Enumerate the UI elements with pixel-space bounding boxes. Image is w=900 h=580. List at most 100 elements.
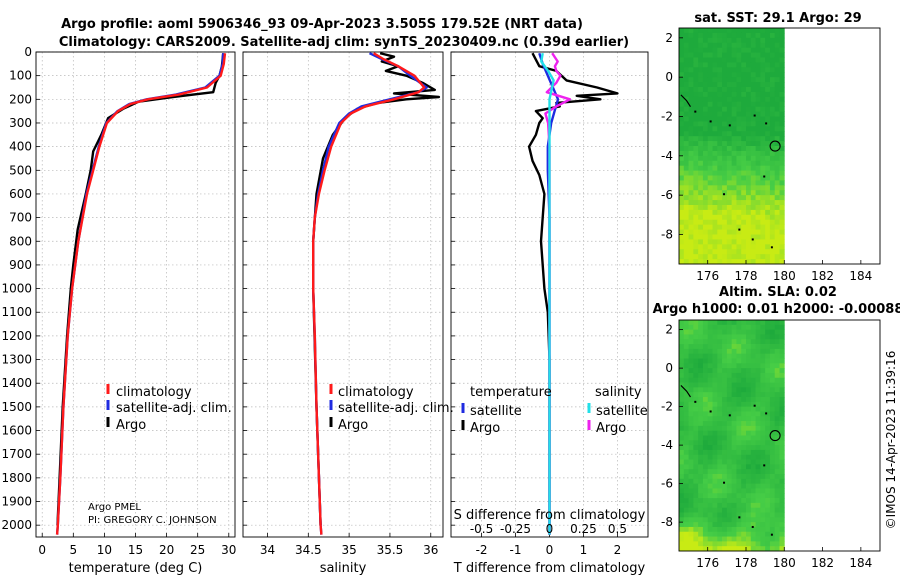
map-cell [688, 82, 694, 88]
map-cell [683, 47, 689, 53]
map-cell [774, 72, 780, 78]
y-tick-label: 1900 [1, 495, 32, 509]
map-cell [750, 411, 756, 417]
y-tick-label: 200 [9, 92, 32, 106]
map-cell [698, 165, 704, 171]
map-cell [736, 348, 742, 355]
map-cell [779, 195, 785, 201]
sub-title: Climatology: CARS2009. Satellite-adj cli… [59, 35, 629, 50]
map-cell [741, 526, 747, 533]
map-cell [741, 488, 747, 494]
map-cell [774, 77, 780, 83]
map-cell [736, 101, 742, 108]
map-cell [755, 185, 761, 191]
map-cell [702, 392, 709, 398]
map-cell [698, 72, 704, 78]
map-cell [693, 28, 699, 34]
map-cell [702, 512, 709, 518]
map-cell [726, 464, 733, 470]
map-cell [712, 96, 718, 103]
map-cell [722, 411, 728, 417]
map-cell [736, 329, 742, 335]
map-cell [755, 160, 761, 167]
map-cell [731, 180, 737, 186]
map-cell [774, 185, 780, 191]
map-cell [736, 150, 742, 157]
map-cell [707, 72, 713, 78]
map-cell [736, 209, 742, 216]
map-cell [779, 116, 785, 122]
map-cell [779, 320, 785, 326]
map-cell [760, 474, 766, 480]
map-cell [679, 440, 685, 446]
map-cell [683, 229, 689, 235]
map-cell [679, 155, 685, 162]
map-cell [679, 219, 685, 226]
map-cell [760, 401, 766, 408]
map-cell [760, 382, 766, 388]
legend-label: satellite [470, 404, 522, 419]
map-cell [746, 387, 752, 393]
map-cell [712, 397, 718, 403]
map-cell [698, 234, 704, 240]
map-cell [769, 478, 776, 485]
map-cell [726, 96, 733, 103]
map-cell [736, 165, 742, 171]
map-cell [683, 72, 689, 78]
map-cell [702, 239, 709, 245]
map-cell [712, 150, 718, 157]
map-cell [717, 334, 723, 340]
map-cell [707, 91, 713, 98]
map-cell [712, 406, 718, 412]
map-cell [726, 401, 733, 408]
map-cell [769, 353, 776, 359]
map-cell [741, 397, 747, 403]
map-cell [765, 136, 771, 142]
map-cell [702, 324, 709, 331]
map-cell [707, 430, 713, 436]
map-cell [679, 180, 685, 186]
map-cell [769, 82, 776, 88]
map-cell [731, 401, 737, 408]
map-cell [726, 512, 733, 518]
map-cell [726, 392, 733, 398]
map-cell [741, 131, 747, 137]
map-cell [741, 344, 747, 350]
map-cell [717, 526, 723, 533]
map-cell [726, 459, 733, 465]
map-cell [702, 329, 709, 335]
map-cell [779, 160, 785, 167]
map-cell [779, 229, 785, 235]
map-cell [731, 440, 737, 446]
map-cell [717, 536, 723, 542]
map-cell [688, 406, 694, 412]
map-cell [726, 363, 733, 369]
map-cell [750, 214, 756, 221]
map-cell [769, 190, 776, 196]
map-cell [717, 205, 723, 211]
map-cell [712, 459, 718, 465]
map-cell [774, 377, 780, 383]
map-cell [712, 200, 718, 206]
map-cell [693, 47, 699, 53]
map-cell [760, 334, 766, 340]
map-cell [741, 141, 747, 147]
map-cell [702, 82, 709, 88]
map-cell [688, 170, 694, 176]
map-cell [679, 195, 685, 201]
map-cell [693, 469, 699, 475]
map-cell [750, 200, 756, 206]
map-cell [722, 136, 728, 142]
map-cell [679, 57, 685, 63]
map-cell [746, 512, 752, 518]
map-cell [765, 377, 771, 383]
map-cell [779, 329, 785, 335]
map-cell [746, 449, 752, 456]
map-cell [707, 531, 713, 537]
map-cell [679, 512, 685, 518]
map-cell [698, 106, 704, 112]
map-cell [760, 146, 766, 152]
map-cell [722, 91, 728, 98]
map-cell [707, 67, 713, 73]
legend-header: salinity [595, 385, 642, 400]
